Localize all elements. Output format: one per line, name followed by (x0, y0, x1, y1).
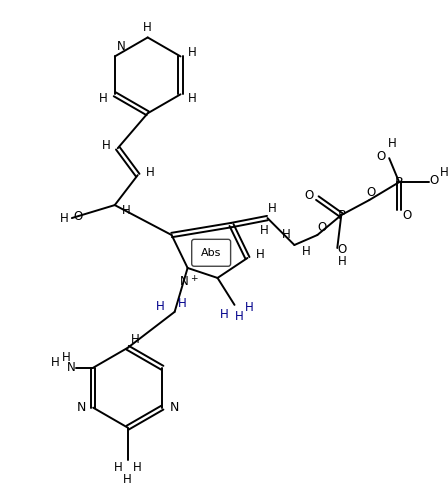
Text: H: H (134, 461, 142, 474)
Text: H: H (260, 224, 269, 237)
Text: H: H (113, 461, 122, 474)
Text: N: N (170, 401, 179, 414)
Text: H: H (62, 351, 71, 364)
Text: O: O (430, 174, 439, 187)
Text: P: P (337, 208, 345, 222)
Text: H: H (282, 228, 291, 241)
FancyBboxPatch shape (192, 239, 231, 266)
Text: H: H (439, 165, 448, 179)
Text: H: H (60, 211, 68, 225)
Text: H: H (99, 92, 107, 105)
Text: H: H (220, 308, 229, 322)
Text: O: O (377, 150, 386, 163)
Text: N: N (180, 276, 189, 288)
Text: O: O (305, 189, 314, 202)
Text: H: H (338, 255, 347, 268)
Text: H: H (131, 333, 140, 346)
Text: H: H (143, 21, 152, 34)
Text: +: + (190, 275, 197, 284)
Text: P: P (395, 176, 403, 189)
Text: H: H (122, 204, 131, 216)
Text: H: H (51, 356, 60, 369)
Text: O: O (366, 186, 376, 199)
Text: O: O (402, 208, 412, 222)
Text: H: H (156, 300, 165, 313)
Text: H: H (188, 46, 197, 59)
Text: H: H (101, 139, 110, 152)
Text: H: H (268, 202, 277, 214)
Text: H: H (245, 301, 254, 314)
Text: O: O (318, 220, 327, 234)
Text: O: O (338, 244, 347, 256)
Text: H: H (188, 92, 197, 105)
Text: Abs: Abs (201, 248, 221, 258)
Text: H: H (235, 310, 244, 324)
Text: N: N (67, 361, 76, 374)
Text: H: H (178, 297, 187, 310)
Text: H: H (146, 165, 155, 179)
Text: H: H (388, 137, 396, 150)
Text: H: H (123, 473, 132, 486)
Text: N: N (77, 401, 86, 414)
Text: H: H (256, 248, 265, 261)
Text: O: O (73, 209, 82, 223)
Text: H: H (302, 246, 311, 258)
Text: N: N (117, 41, 126, 53)
